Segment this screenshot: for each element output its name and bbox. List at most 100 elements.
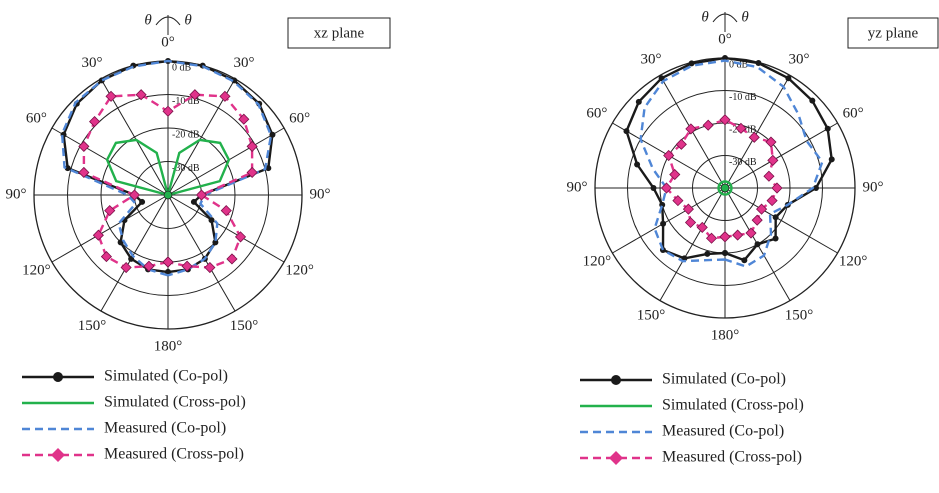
legend-label: Measured (Cross-pol) (104, 446, 244, 463)
marker (824, 125, 831, 132)
legend-marker (611, 375, 621, 385)
marker (162, 105, 174, 117)
marker (265, 165, 272, 172)
marker (623, 128, 630, 135)
marker (705, 232, 718, 244)
marker (741, 257, 748, 264)
marker (104, 205, 116, 217)
marker (64, 165, 71, 172)
angle-tick-label: 0° (718, 31, 732, 47)
theta-label: θ (184, 12, 192, 28)
angle-tick-label: 120° (839, 253, 868, 269)
marker (650, 185, 657, 191)
angle-tick-label: 0° (161, 34, 175, 50)
marker (696, 221, 708, 233)
marker (704, 250, 711, 257)
marker (190, 198, 197, 205)
marker (204, 261, 216, 274)
angle-tick-label: 90° (863, 179, 884, 195)
marker (162, 256, 174, 268)
marker (828, 156, 835, 163)
grid-spoke (167, 194, 236, 312)
marker (269, 131, 276, 138)
angle-tick-label: 90° (6, 186, 27, 202)
legend-label: Simulated (Cross-pol) (662, 397, 804, 414)
marker (719, 231, 731, 243)
angle-tick-label: 120° (583, 253, 612, 269)
marker (120, 261, 132, 274)
marker (754, 241, 761, 248)
angle-tick-label: 180° (154, 338, 183, 354)
marker (238, 113, 250, 125)
legend-label: Measured (Cross-pol) (662, 449, 802, 466)
marker (220, 205, 232, 217)
marker (219, 90, 231, 102)
r-tick-label: -30 dB (729, 157, 757, 168)
angle-tick-label: 60° (843, 105, 864, 121)
marker (785, 75, 792, 82)
grid-spoke (51, 194, 169, 263)
angle-tick-label: 30° (234, 55, 255, 71)
marker (128, 189, 141, 201)
marker (212, 239, 219, 246)
marker (688, 60, 695, 67)
marker (139, 198, 146, 205)
marker (117, 239, 124, 246)
angle-tick-label: 60° (586, 105, 607, 121)
angle-tick-label: 150° (637, 308, 666, 324)
marker (246, 140, 258, 152)
plane-box (287, 17, 391, 49)
angle-tick-label: 150° (785, 308, 814, 324)
grid-spoke (659, 187, 726, 301)
r-tick-label: 0 dB (729, 59, 749, 70)
grid-spoke (167, 127, 285, 196)
angle-tick-label: 60° (289, 110, 310, 126)
legend-label: Simulated (Cross-pol) (104, 394, 246, 411)
grid-spoke (724, 75, 791, 189)
marker (813, 185, 819, 191)
center-dot (720, 183, 730, 193)
grid-spoke (724, 122, 838, 189)
marker (663, 149, 675, 162)
marker (772, 235, 779, 242)
grid-spoke (100, 194, 169, 312)
marker (635, 98, 642, 105)
marker (246, 166, 258, 179)
marker (669, 168, 681, 181)
angle-tick-label: 60° (26, 110, 47, 126)
legend-label: Simulated (Co-pol) (104, 368, 228, 385)
marker (763, 170, 775, 182)
marker (672, 195, 684, 207)
marker (755, 60, 762, 67)
marker (685, 123, 697, 135)
marker (772, 214, 779, 221)
marker (719, 114, 731, 126)
marker (231, 77, 238, 84)
marker (78, 166, 90, 179)
r-tick-label: -20 dB (172, 129, 200, 140)
center-dot (163, 190, 173, 200)
marker (181, 260, 193, 272)
marker (634, 161, 641, 168)
angle-tick-label: 30° (641, 51, 662, 67)
marker (765, 136, 777, 148)
marker (745, 227, 757, 239)
marker (195, 189, 208, 201)
grid-spoke (51, 127, 169, 196)
angle-tick-label: 90° (310, 186, 331, 202)
marker (92, 229, 104, 241)
plane-box (847, 17, 939, 49)
marker (771, 182, 783, 194)
angle-tick-label: 30° (789, 51, 810, 67)
marker (682, 203, 694, 215)
series-line (717, 180, 733, 196)
marker (89, 116, 101, 128)
marker (143, 260, 155, 272)
angle-tick-label: 120° (285, 262, 314, 278)
series-line (60, 59, 273, 277)
marker (748, 131, 760, 143)
marker (234, 231, 247, 243)
marker (208, 217, 215, 224)
legend-marker (51, 448, 65, 462)
